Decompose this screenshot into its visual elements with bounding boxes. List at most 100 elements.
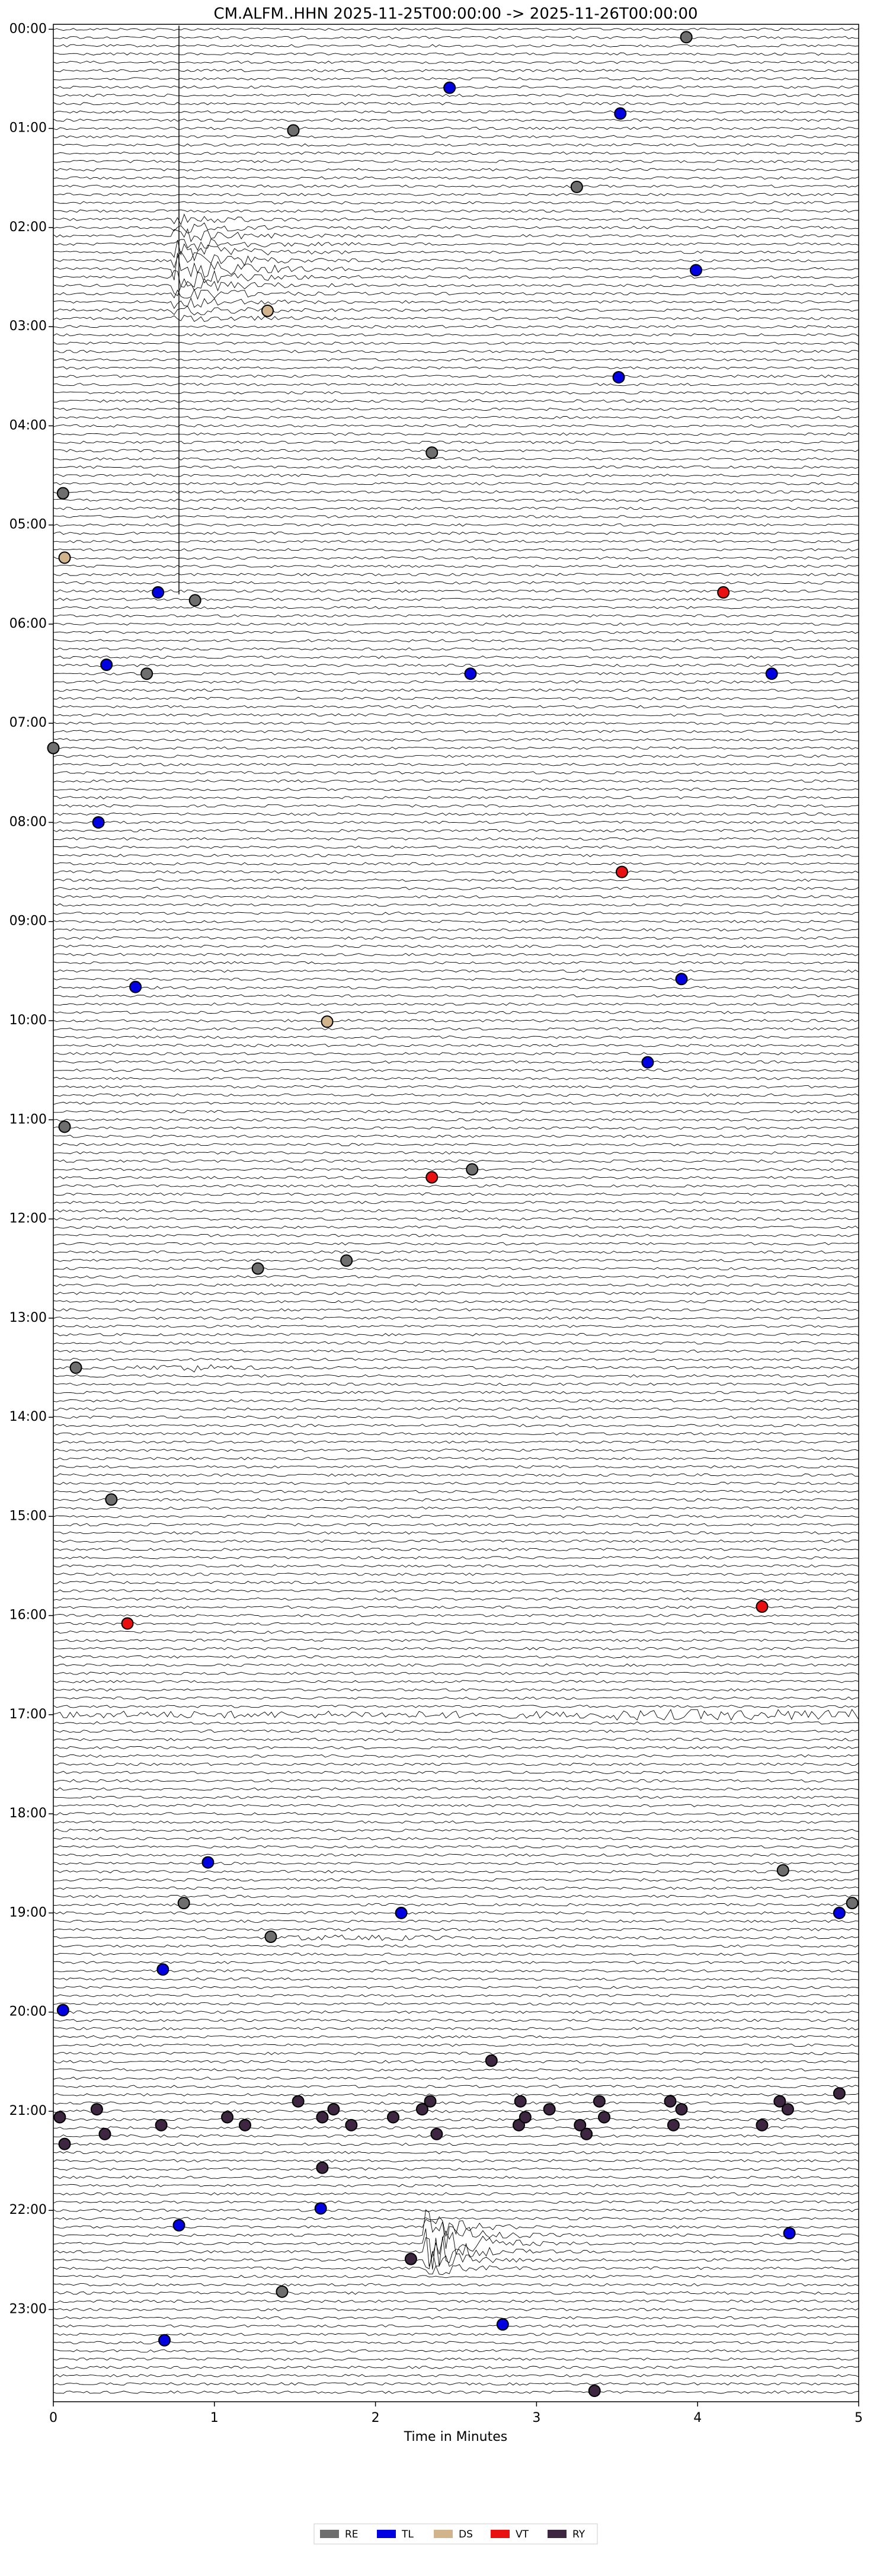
event-marker — [783, 2227, 796, 2240]
trace — [53, 1804, 859, 1807]
y-tick-label: 01:00 — [9, 121, 47, 136]
trace — [53, 573, 859, 577]
trace — [53, 2390, 859, 2394]
event-marker — [513, 2118, 526, 2131]
trace — [53, 944, 859, 948]
trace — [53, 1233, 859, 1238]
y-tick-label: 20:00 — [9, 2005, 47, 2019]
trace — [53, 647, 859, 651]
event-marker — [675, 2103, 688, 2116]
y-tick-label: 00:00 — [9, 21, 47, 36]
y-tick-label: 23:00 — [9, 2302, 47, 2316]
trace — [53, 829, 859, 833]
trace — [53, 755, 859, 758]
trace — [53, 994, 859, 998]
trace — [53, 1193, 859, 1196]
event-marker — [485, 2054, 498, 2067]
trace — [53, 1292, 859, 1295]
trace — [53, 2167, 859, 2171]
trace — [53, 2349, 859, 2353]
trace — [53, 1820, 859, 1824]
trace — [53, 1746, 859, 1750]
trace — [53, 1126, 859, 1130]
event-marker — [98, 2127, 111, 2140]
trace — [53, 1374, 859, 1378]
trace — [53, 837, 859, 841]
trace — [53, 228, 859, 242]
trace — [53, 887, 859, 890]
trace — [53, 1068, 859, 1072]
trace — [53, 2217, 859, 2220]
event-marker — [90, 2103, 103, 2116]
trace — [53, 1622, 859, 1626]
legend-swatch — [320, 2530, 339, 2538]
trace — [53, 1994, 859, 1997]
trace — [53, 2010, 859, 2014]
event-marker — [221, 2111, 234, 2124]
trace — [53, 474, 859, 477]
trace — [53, 1919, 859, 1923]
trace — [53, 209, 859, 213]
event-marker — [314, 2202, 327, 2215]
trace — [53, 1184, 859, 1188]
event-marker — [395, 1906, 408, 1919]
trace — [53, 1457, 859, 1460]
y-tick-label: 12:00 — [9, 1212, 47, 1226]
event-marker — [140, 667, 153, 680]
trace — [53, 1894, 859, 1899]
trace — [53, 1630, 859, 1634]
trace — [53, 366, 859, 370]
trace — [53, 2118, 859, 2121]
trace — [53, 1886, 859, 1890]
trace — [53, 305, 859, 316]
event-marker — [69, 1361, 82, 1374]
trace — [53, 375, 859, 378]
event-marker — [588, 2385, 601, 2398]
event-marker — [765, 667, 778, 680]
trace — [53, 1332, 859, 1337]
trace — [53, 193, 859, 196]
trace — [53, 1829, 859, 1832]
event-marker — [56, 487, 69, 500]
event-marker — [425, 446, 439, 459]
trace — [53, 1200, 859, 1204]
trace — [53, 1341, 859, 1345]
trace — [53, 1308, 859, 1312]
trace — [53, 1159, 859, 1163]
trace — [53, 2175, 859, 2179]
trace — [53, 655, 859, 659]
trace — [53, 1357, 859, 1361]
trace — [53, 288, 859, 300]
trace — [53, 622, 859, 626]
trace — [53, 1217, 859, 1221]
trace — [53, 1762, 859, 1766]
event-marker — [105, 1493, 118, 1506]
trace — [53, 1407, 859, 1411]
trace — [53, 2332, 859, 2336]
trace — [53, 548, 859, 552]
trace — [53, 2324, 859, 2328]
x-tick-label: 1 — [210, 2411, 219, 2425]
trace — [53, 804, 859, 808]
trace — [53, 94, 859, 97]
trace — [53, 2150, 859, 2155]
trace — [53, 1300, 859, 1303]
event-marker — [238, 2118, 251, 2131]
event-marker — [424, 2095, 437, 2108]
axes: 00:00 01:00 02:00 03:00 04:00 05:00 06:00 07:00… — [9, 21, 863, 2425]
trace — [53, 1101, 859, 1105]
trace — [53, 1655, 859, 1658]
trace — [53, 631, 859, 634]
trace — [53, 713, 859, 717]
event-marker — [846, 1897, 859, 1910]
trace — [53, 2085, 859, 2088]
event-marker — [466, 1163, 479, 1176]
y-tick-label: 15:00 — [9, 1508, 47, 1523]
legend-label: TL — [401, 2529, 414, 2540]
trace — [53, 1324, 859, 1328]
trace — [53, 688, 859, 692]
event-marker — [201, 1856, 215, 1869]
event-marker — [443, 81, 456, 94]
event-marker — [415, 2103, 428, 2116]
event-marker — [316, 2111, 329, 2124]
